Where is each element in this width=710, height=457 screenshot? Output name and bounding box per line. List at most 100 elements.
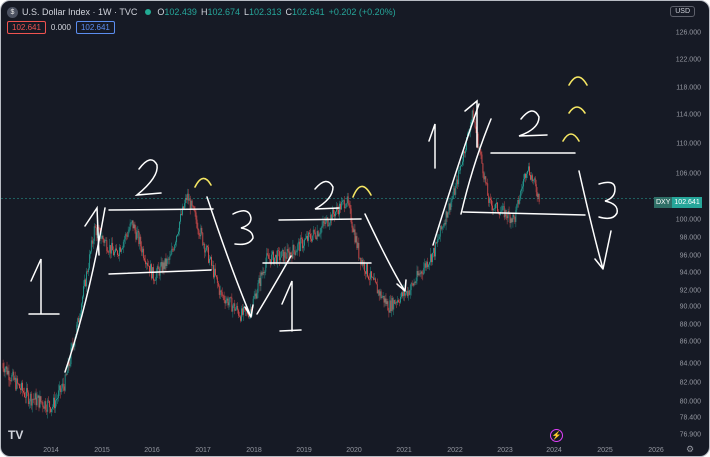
- candle-body: [487, 183, 489, 196]
- candle-body: [463, 151, 464, 162]
- candle-body: [6, 366, 8, 375]
- candle-body: [524, 173, 525, 180]
- candle-body: [366, 263, 367, 274]
- symbol-header[interactable]: $ U.S. Dollar Index · 1W · TVC O102.439 …: [7, 4, 400, 20]
- candle-body: [95, 227, 97, 236]
- candle-body: [130, 222, 132, 224]
- candle-body: [145, 260, 147, 265]
- candle-body: [481, 154, 483, 164]
- candle-body: [204, 243, 206, 253]
- candle-body: [183, 203, 185, 209]
- candle-body: [142, 248, 144, 253]
- trade-buttons: 102.641 0.000 102.641: [7, 21, 115, 34]
- candle-body: [25, 388, 27, 398]
- candle-body: [123, 239, 125, 242]
- candle-body: [53, 397, 54, 407]
- candle-body: [276, 254, 277, 264]
- candle-body: [398, 300, 399, 302]
- candle-body: [378, 290, 380, 296]
- dollar-sign-icon: $: [7, 6, 18, 18]
- candle-body: [309, 233, 311, 239]
- candle-body: [162, 262, 164, 272]
- candle-body: [254, 293, 256, 297]
- candle-body: [393, 300, 395, 310]
- candle-body: [2, 363, 4, 369]
- candle-body: [379, 291, 381, 296]
- candle-body: [189, 199, 191, 210]
- range-top-line-1: [108, 208, 214, 211]
- buy-button[interactable]: 102.641: [75, 21, 115, 34]
- drop-stroke-3: [578, 170, 612, 270]
- candle-body: [465, 150, 466, 154]
- candle-body: [507, 211, 509, 219]
- candle-body: [165, 258, 167, 267]
- candle-body: [456, 179, 458, 186]
- candle-body: [114, 251, 115, 256]
- candle-body: [495, 203, 496, 209]
- numeral-3-a: [232, 210, 254, 246]
- candle-body: [171, 248, 173, 255]
- candle-body: [470, 119, 472, 126]
- candle-body: [214, 268, 215, 278]
- candle-body: [281, 249, 283, 252]
- candle-body: [422, 273, 424, 275]
- currency-button[interactable]: USD: [670, 6, 695, 17]
- tradingview-logo-icon[interactable]: TV: [8, 428, 24, 442]
- candle-body: [231, 297, 233, 312]
- candle-body: [11, 375, 13, 381]
- candle-body: [288, 251, 290, 259]
- highlight-arcs: [194, 76, 588, 198]
- candle-body: [155, 272, 157, 281]
- lightning-icon[interactable]: ⚡: [550, 429, 563, 442]
- candle-body: [528, 166, 529, 171]
- candle-body: [215, 275, 217, 278]
- candle-body: [175, 242, 177, 246]
- candle-body: [371, 271, 372, 278]
- candle-body: [292, 244, 294, 259]
- candle-body: [196, 219, 198, 228]
- y-axis-tick-label: 92.000: [680, 288, 702, 295]
- candle-body: [134, 224, 136, 231]
- candle-body: [125, 234, 127, 236]
- candle-body: [336, 207, 337, 212]
- candle-body: [273, 251, 274, 264]
- price-tag-value: 102.641: [672, 197, 702, 208]
- candle-body: [41, 401, 43, 403]
- candle-body: [345, 203, 347, 207]
- candle-body: [136, 232, 138, 240]
- gear-icon[interactable]: ⚙: [686, 444, 695, 454]
- y-axis-tick-label: 80.000: [680, 399, 702, 406]
- candle-body: [530, 175, 532, 180]
- candle-body: [88, 254, 90, 269]
- candle-body: [387, 301, 389, 311]
- candle-body: [363, 262, 365, 266]
- candle-body: [500, 210, 502, 212]
- candle-body: [409, 290, 411, 295]
- candle-body: [315, 237, 317, 240]
- candle-body: [110, 245, 112, 254]
- candle-body: [403, 290, 404, 297]
- candle-body: [486, 183, 488, 184]
- candle-body: [278, 251, 280, 261]
- sell-button[interactable]: 102.641: [7, 21, 46, 34]
- candle-body: [414, 282, 416, 284]
- candle-body: [265, 262, 267, 272]
- candle-body: [356, 236, 358, 248]
- candle-body: [228, 302, 230, 306]
- candle-body: [483, 173, 485, 180]
- x-axis-tick-label: 2025: [597, 447, 613, 454]
- candle-body: [267, 253, 269, 255]
- candle-body: [513, 214, 515, 217]
- candle-body: [115, 248, 116, 252]
- candle-body: [263, 272, 265, 274]
- candle-body: [170, 254, 172, 257]
- y-axis-tick-label: 118.000: [676, 85, 701, 92]
- candle-body: [45, 401, 47, 410]
- candle-body: [415, 281, 417, 283]
- y-axis-tick-label: 122.000: [676, 57, 701, 64]
- candle-body: [491, 199, 493, 206]
- candle-body: [108, 252, 110, 253]
- candle-body: [151, 264, 152, 279]
- candle-body: [518, 199, 520, 204]
